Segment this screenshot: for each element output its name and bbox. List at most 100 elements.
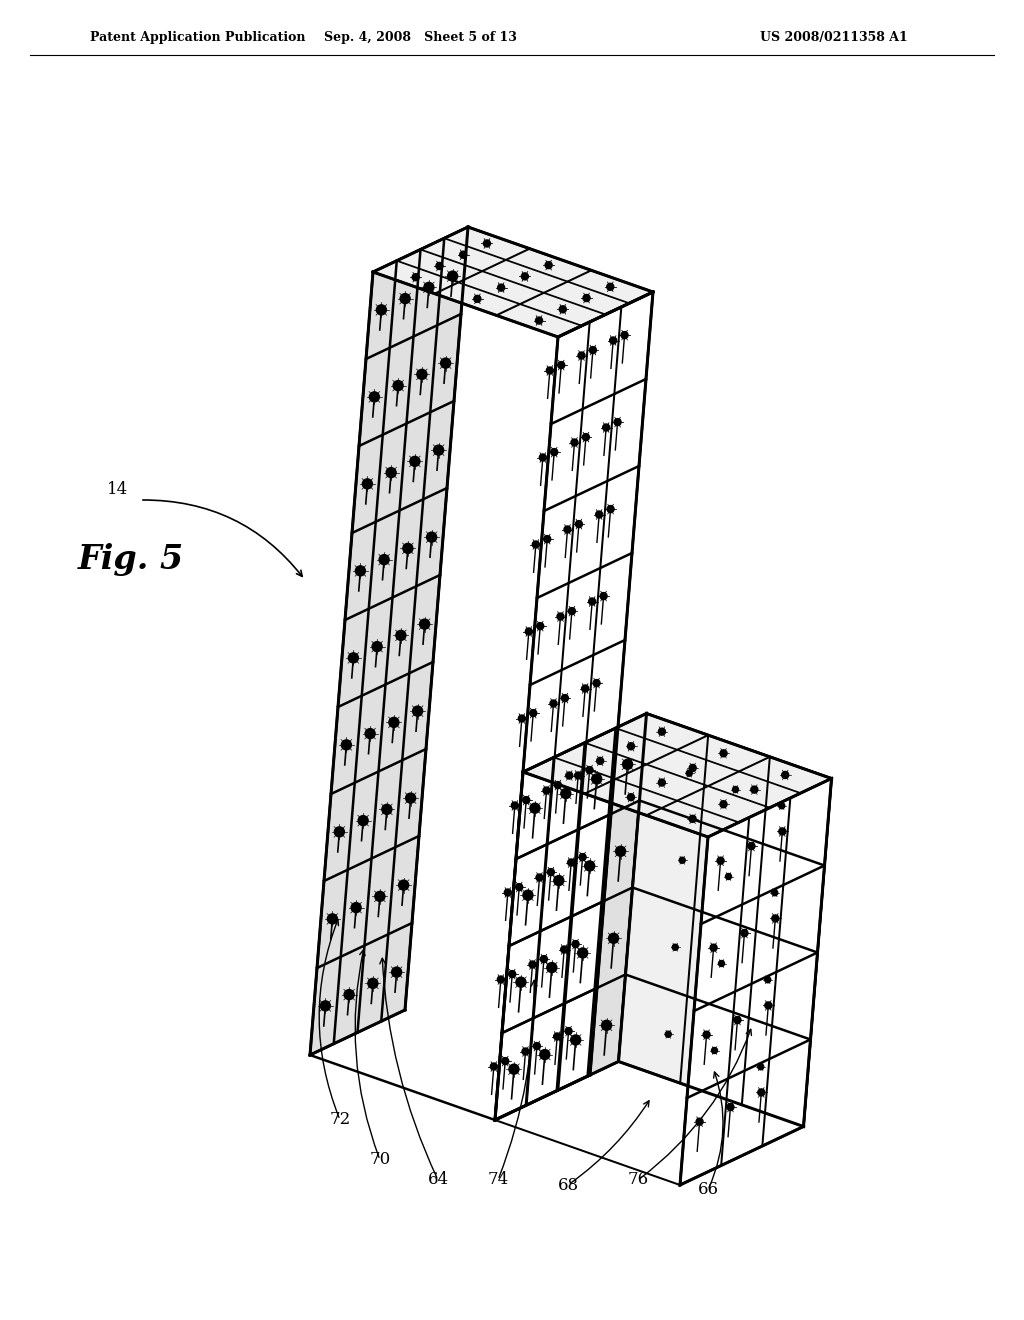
Circle shape [607, 284, 613, 290]
Circle shape [779, 828, 785, 836]
Circle shape [578, 352, 585, 359]
Circle shape [543, 787, 550, 795]
Text: 64: 64 [427, 1172, 449, 1188]
Text: 72: 72 [330, 1111, 350, 1129]
Circle shape [351, 903, 361, 912]
Circle shape [720, 801, 727, 808]
Circle shape [362, 479, 373, 488]
Circle shape [370, 392, 379, 401]
Circle shape [335, 826, 344, 837]
Circle shape [628, 793, 635, 801]
Circle shape [396, 631, 406, 640]
Circle shape [689, 816, 696, 822]
Circle shape [679, 857, 685, 863]
Circle shape [566, 772, 572, 779]
Circle shape [398, 880, 409, 890]
Text: Sep. 4, 2008   Sheet 5 of 13: Sep. 4, 2008 Sheet 5 of 13 [324, 30, 516, 44]
Circle shape [623, 759, 633, 770]
Circle shape [601, 1020, 611, 1031]
Circle shape [717, 857, 724, 865]
Polygon shape [310, 227, 468, 1055]
Circle shape [589, 598, 596, 605]
Circle shape [609, 337, 616, 345]
Text: Fig. 5: Fig. 5 [78, 544, 184, 577]
Circle shape [603, 424, 609, 432]
Circle shape [579, 854, 586, 861]
Circle shape [522, 1048, 529, 1055]
Circle shape [571, 440, 578, 446]
Circle shape [375, 891, 385, 902]
Circle shape [734, 1016, 741, 1023]
Circle shape [558, 362, 564, 368]
Circle shape [436, 263, 443, 269]
Polygon shape [373, 227, 653, 337]
Circle shape [498, 284, 505, 292]
Circle shape [741, 929, 748, 937]
Circle shape [561, 694, 568, 702]
Circle shape [530, 803, 540, 813]
Circle shape [525, 628, 532, 635]
Circle shape [778, 803, 784, 809]
Circle shape [402, 544, 413, 553]
Circle shape [541, 956, 548, 962]
Circle shape [710, 944, 717, 952]
Circle shape [551, 449, 558, 455]
Circle shape [720, 750, 727, 756]
Circle shape [568, 607, 575, 615]
Circle shape [511, 803, 518, 809]
Circle shape [529, 710, 537, 717]
Circle shape [614, 418, 622, 425]
Circle shape [547, 367, 553, 374]
Circle shape [379, 554, 389, 565]
Circle shape [592, 774, 602, 784]
Text: 76: 76 [628, 1172, 648, 1188]
Circle shape [372, 642, 382, 652]
Circle shape [498, 975, 505, 983]
Circle shape [410, 457, 420, 466]
Circle shape [544, 536, 551, 543]
Circle shape [391, 968, 401, 977]
Circle shape [509, 1064, 519, 1074]
Circle shape [590, 347, 596, 354]
Circle shape [413, 273, 419, 281]
Circle shape [583, 433, 590, 441]
Circle shape [561, 946, 567, 953]
Circle shape [505, 888, 511, 896]
Polygon shape [680, 779, 831, 1185]
Circle shape [658, 729, 666, 735]
Circle shape [772, 890, 778, 896]
Circle shape [536, 317, 543, 323]
Circle shape [567, 859, 574, 866]
Circle shape [377, 305, 386, 315]
Circle shape [502, 1057, 509, 1065]
Circle shape [321, 1001, 331, 1011]
Circle shape [748, 842, 755, 850]
Circle shape [583, 294, 590, 301]
Text: 66: 66 [697, 1181, 719, 1199]
Circle shape [348, 653, 358, 663]
Circle shape [557, 612, 564, 620]
Circle shape [758, 1089, 765, 1096]
Circle shape [344, 990, 354, 999]
Circle shape [672, 944, 678, 950]
Circle shape [686, 771, 692, 776]
Circle shape [554, 1034, 561, 1040]
Circle shape [366, 729, 375, 739]
Circle shape [358, 816, 368, 825]
Circle shape [460, 251, 467, 259]
Circle shape [600, 593, 607, 599]
Circle shape [574, 772, 582, 779]
Circle shape [368, 978, 378, 989]
Text: Patent Application Publication: Patent Application Publication [90, 30, 305, 44]
Circle shape [727, 1104, 734, 1110]
Circle shape [607, 506, 614, 512]
Circle shape [719, 961, 725, 966]
Circle shape [559, 306, 566, 313]
Circle shape [628, 743, 635, 750]
Circle shape [772, 915, 779, 921]
Circle shape [420, 619, 430, 630]
Polygon shape [523, 714, 831, 837]
Circle shape [586, 767, 593, 774]
Circle shape [575, 520, 583, 528]
Circle shape [393, 380, 403, 391]
